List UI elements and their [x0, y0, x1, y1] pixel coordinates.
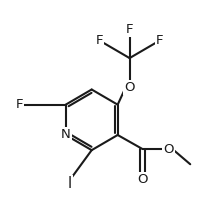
Text: F: F: [15, 98, 23, 111]
Text: F: F: [126, 24, 133, 36]
Text: F: F: [156, 34, 164, 47]
Text: F: F: [95, 34, 103, 47]
Text: N: N: [61, 128, 71, 141]
Text: O: O: [163, 143, 174, 156]
Text: O: O: [124, 81, 135, 94]
Text: I: I: [68, 176, 72, 191]
Text: O: O: [137, 173, 148, 186]
